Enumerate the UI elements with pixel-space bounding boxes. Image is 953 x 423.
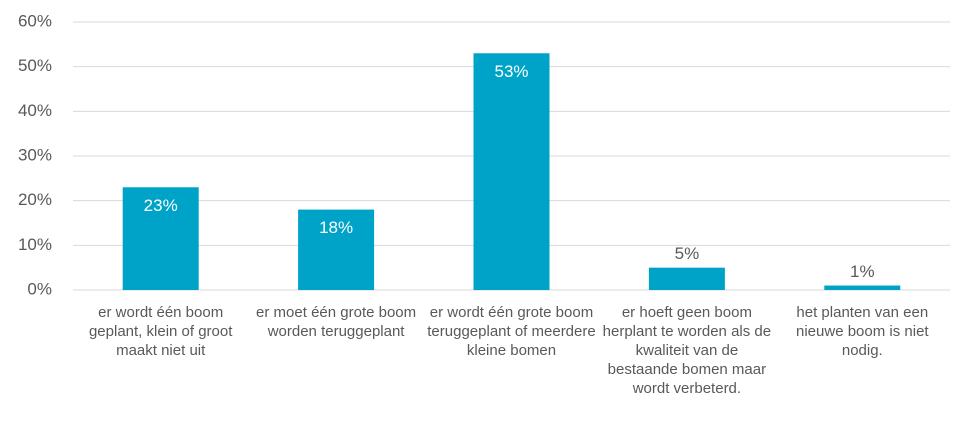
y-tick-label: 30% — [18, 145, 52, 164]
y-tick-label: 10% — [18, 235, 52, 254]
data-label: 18% — [319, 218, 353, 237]
x-tick-label: het planten van een nieuwe boom is niet … — [796, 304, 929, 359]
data-label: 5% — [675, 244, 700, 263]
y-tick-label: 60% — [18, 11, 52, 30]
x-tick-label: er moet één grote boom worden teruggepla… — [256, 304, 417, 340]
data-label: 53% — [494, 62, 528, 81]
y-tick-label: 40% — [18, 101, 52, 120]
bar — [122, 187, 199, 290]
bar — [298, 209, 375, 290]
bar — [648, 267, 725, 290]
y-tick-label: 20% — [18, 190, 52, 209]
x-tick-label: er hoeft geen boom herplant te worden al… — [602, 304, 772, 397]
bar — [473, 53, 550, 291]
y-tick-label: 50% — [18, 56, 52, 75]
y-tick-label: 0% — [27, 279, 52, 298]
data-label: 23% — [144, 196, 178, 215]
data-label: 1% — [850, 262, 875, 281]
x-tick-label: er wordt één grote boom teruggeplant of … — [427, 304, 596, 359]
x-tick-label: er wordt één boom geplant, klein of groo… — [88, 304, 233, 359]
bar — [824, 285, 901, 290]
